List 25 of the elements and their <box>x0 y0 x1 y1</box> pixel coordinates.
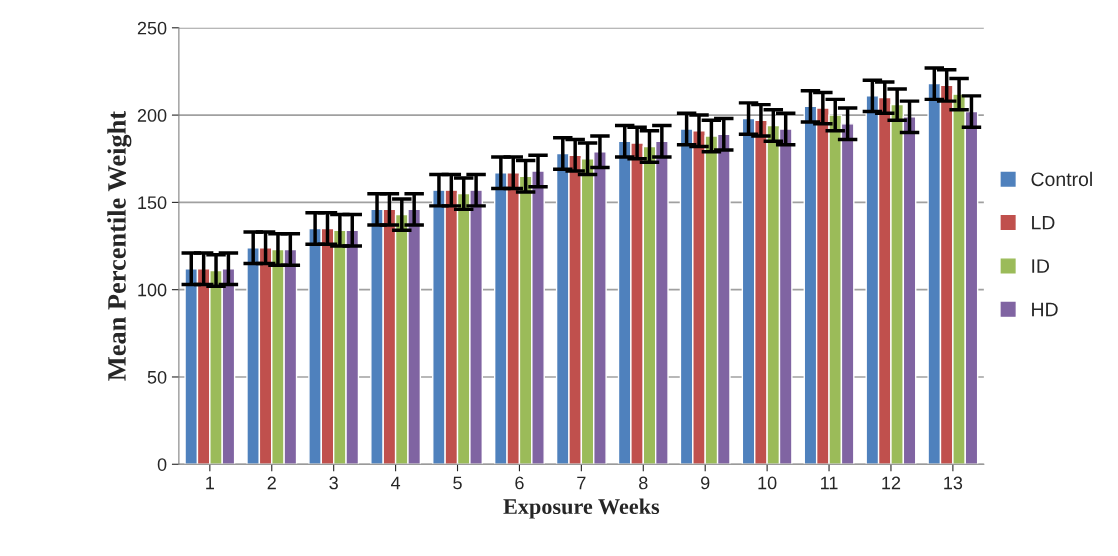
y-tick-label: 100 <box>138 283 167 297</box>
y-tick-label: 150 <box>138 196 167 210</box>
x-tick-label: 10 <box>758 476 777 490</box>
legend-label: HD <box>1032 302 1058 317</box>
x-tick-label: 13 <box>944 476 963 490</box>
x-tick-label: 3 <box>329 476 338 490</box>
x-tick-label: 8 <box>639 476 648 490</box>
x-tick-label: 11 <box>821 476 838 490</box>
x-tick-label: 1 <box>206 476 214 490</box>
legend-label: ID <box>1032 259 1050 273</box>
legend-label: Control <box>1031 171 1092 187</box>
x-tick-label: 7 <box>577 476 586 490</box>
legend-label: LD <box>1032 215 1055 230</box>
y-tick-label: 250 <box>137 21 167 35</box>
x-tick-label: 2 <box>267 476 276 490</box>
x-tick-label: 6 <box>515 476 524 490</box>
y-tick-label: 50 <box>147 370 167 384</box>
y-tick-label: 200 <box>137 109 167 122</box>
y-axis-title: Mean Percentile Weight <box>107 111 132 381</box>
y-tick-label: 0 <box>157 458 167 471</box>
x-axis-title: Exposure Weeks <box>503 498 660 519</box>
x-tick-label: 4 <box>390 476 401 490</box>
x-tick-label: 5 <box>453 476 462 490</box>
x-tick-label: 12 <box>882 476 901 490</box>
x-tick-label: 9 <box>701 476 710 490</box>
